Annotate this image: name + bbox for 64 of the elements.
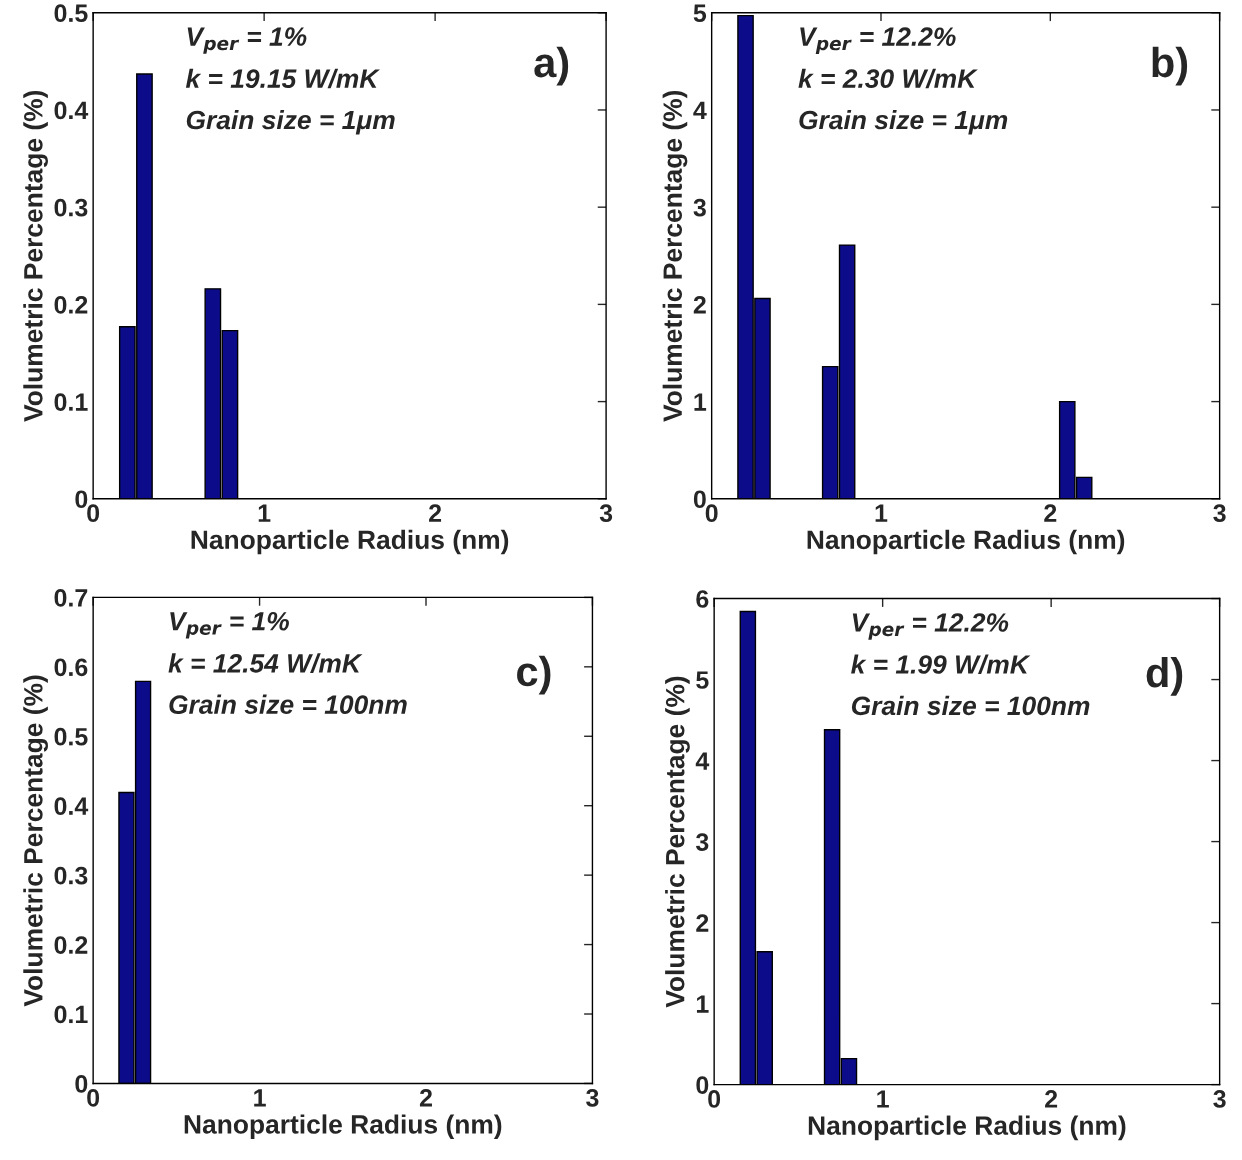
y-tick-label: 0: [75, 1075, 88, 1093]
y-tick-label: 0.2: [54, 936, 88, 954]
x-axis-title: Nanoparticle Radius (nm): [184, 1114, 502, 1139]
y-tick-label: 6: [696, 590, 709, 608]
x-tick-label: 1: [877, 1090, 889, 1108]
y-tick-label: 1: [696, 995, 709, 1013]
y-tick-label: 0.7: [54, 589, 88, 607]
annotation: Grain size = 100nm: [851, 695, 1090, 716]
x-tick-label: 2: [419, 1088, 432, 1107]
annotation: k = 2.30 W/mK: [798, 68, 978, 89]
y-tick-label: 0.2: [54, 295, 88, 314]
annotation: k = 12.54 W/mK: [168, 653, 363, 673]
annotation: d): [1146, 656, 1183, 696]
annotation: Grain size = 1μm: [799, 109, 1008, 135]
annotation: c): [517, 655, 551, 695]
y-tick-label: 0.3: [54, 198, 88, 217]
y-tick-label: 2: [693, 295, 706, 314]
y-tick-label: 0: [696, 1076, 709, 1094]
annotation: k = 19.15 W/mK: [185, 68, 380, 89]
annotation: Grain size = 1μm: [186, 109, 395, 135]
y-tick-label: 4: [695, 752, 710, 770]
annotation: V$_{per}$ = 1%: [187, 27, 307, 54]
annotation: k = 1.99 W/mK: [851, 654, 1031, 675]
annotation: Grain size = 100nm: [169, 694, 407, 714]
y-tick-label: 0.6: [54, 658, 88, 677]
annotation: a): [534, 46, 569, 86]
y-tick-label: 0.1: [54, 1005, 88, 1024]
y-axis-title: Volumetric Percentage (%): [662, 90, 688, 422]
x-tick-label: 0: [708, 1090, 721, 1108]
x-tick-label: 1: [254, 1089, 266, 1107]
x-tick-label: 3: [1213, 504, 1226, 523]
y-tick-label: 4: [693, 101, 707, 120]
x-tick-label: 2: [1045, 1090, 1058, 1108]
annotation: V$_{per}$ = 12.2%: [800, 27, 956, 54]
x-axis-title: Nanoparticle Radius (nm): [807, 529, 1125, 555]
x-axis-title: Nanoparticle Radius (nm): [808, 1115, 1126, 1141]
y-axis-title: Volumetric Percentage (%): [23, 90, 48, 422]
y-tick-label: 0.1: [54, 393, 88, 411]
x-tick-label: 3: [1213, 1090, 1226, 1108]
y-tick-label: 0.4: [54, 797, 89, 816]
y-tick-label: 0.3: [54, 866, 88, 885]
x-tick-label: 3: [599, 504, 613, 523]
y-tick-label: 0: [75, 490, 88, 509]
y-tick-label: 0.5: [54, 727, 88, 746]
x-tick-label: 3: [586, 1088, 599, 1107]
x-tick-label: 2: [1044, 504, 1057, 522]
x-tick-label: 2: [429, 504, 442, 522]
annotation: V$_{per}$ = 12.2%: [852, 613, 1009, 640]
y-tick-label: 3: [695, 833, 709, 851]
x-tick-label: 1: [875, 504, 888, 522]
y-tick-label: 3: [693, 198, 706, 217]
y-tick-label: 5: [693, 4, 707, 23]
y-tick-label: 1: [694, 393, 707, 411]
x-tick-label: 1: [258, 504, 271, 522]
y-tick-label: 5: [696, 671, 709, 689]
y-tick-label: 2: [696, 914, 709, 932]
y-axis-title: Volumetric Percentage (%): [23, 675, 48, 1007]
annotation: b): [1152, 46, 1188, 86]
y-tick-label: 0.5: [54, 4, 88, 23]
y-tick-label: 0: [693, 490, 706, 509]
annotation: V$_{per}$ = 1%: [170, 611, 289, 639]
y-tick-label: 0.4: [54, 101, 89, 120]
y-axis-title: Volumetric Percentage (%): [665, 676, 690, 1008]
x-axis-title: Nanoparticle Radius (nm): [191, 529, 509, 555]
